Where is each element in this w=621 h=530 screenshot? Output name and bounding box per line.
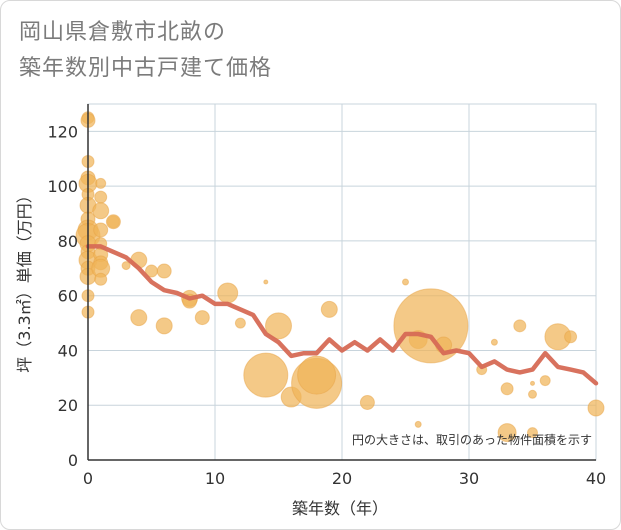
- y-tick-label-3: 60: [58, 287, 78, 306]
- bubble-point-28: [121, 261, 131, 271]
- bubble-point-44: [297, 355, 337, 395]
- bubble-point-55: [497, 423, 517, 443]
- bubble-point-36: [194, 310, 210, 326]
- bubble-point-20: [93, 222, 109, 238]
- y-tick-label-0: 0: [68, 451, 78, 470]
- bubble-point-18: [94, 190, 108, 204]
- bubble-point-40: [243, 352, 289, 398]
- y-axis-label: 坪（3.3㎡）単価（万円）: [15, 187, 34, 372]
- x-tick-label-3: 30: [459, 469, 479, 488]
- bubble-point-48: [414, 420, 422, 428]
- average-line: [85, 244, 599, 386]
- chart-note: 円の大きさは、取引のあった物件面積を示す: [352, 432, 592, 447]
- bubble-point-47: [402, 278, 409, 286]
- y-tick-label-6: 120: [47, 122, 78, 141]
- bubble-point-32: [156, 263, 172, 279]
- bubble-point-25: [94, 272, 108, 286]
- bubble-point-39: [263, 279, 269, 285]
- chart-title: 岡山県倉敷市北畝の 築年数別中古戸建て価格: [19, 15, 272, 87]
- x-tick-label-4: 40: [586, 469, 606, 488]
- bubble-point-41: [265, 312, 292, 340]
- bubble-point-58: [528, 389, 537, 399]
- bubble-point-57: [530, 380, 535, 386]
- chart-title-line-1: 岡山県倉敷市北畝の: [19, 20, 227, 45]
- bubble-point-37: [217, 282, 239, 304]
- bubble-point-54: [500, 382, 514, 396]
- x-tick-label-1: 10: [205, 469, 225, 488]
- bubble-point-59: [527, 427, 538, 439]
- bubble-point-45: [320, 300, 338, 318]
- x-tick-label-2: 20: [332, 469, 352, 488]
- bubble-point-62: [564, 330, 578, 344]
- bubble-point-56: [513, 319, 527, 333]
- y-tick-label-1: 20: [58, 396, 78, 415]
- x-tick-label-0: 0: [83, 469, 93, 488]
- bubble-point-38: [234, 317, 246, 329]
- y-tick-label-2: 40: [58, 341, 78, 360]
- bubble-point-46: [359, 394, 375, 410]
- bubble-point-30: [130, 309, 148, 327]
- bubble-point-60: [539, 375, 551, 387]
- bubble-point-19: [92, 202, 110, 220]
- bubble-point-27: [105, 214, 121, 230]
- chart-title-line-2: 築年数別中古戸建て価格: [19, 56, 273, 81]
- y-tick-label-4: 80: [58, 232, 78, 251]
- bubble-point-53: [490, 338, 498, 346]
- x-axis-label: 築年数（年）: [292, 499, 388, 518]
- bubble-point-63: [587, 399, 605, 417]
- y-tick-label-5: 100: [47, 177, 78, 196]
- bubble-point-33: [155, 317, 173, 335]
- bubble-point-17: [95, 177, 107, 189]
